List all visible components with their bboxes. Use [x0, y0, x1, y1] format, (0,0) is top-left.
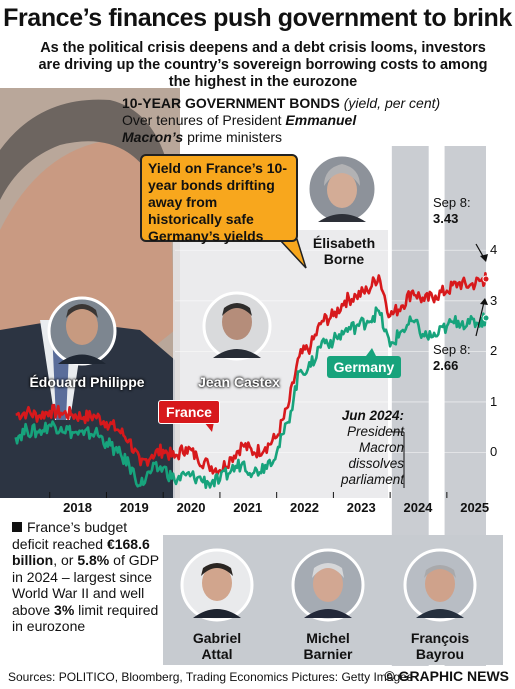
- barnier-last: Barnier: [303, 646, 353, 662]
- y-tick-label-2: 2: [490, 343, 498, 359]
- borne-portrait: [306, 153, 378, 225]
- barnier-portrait: [291, 548, 365, 622]
- bayrou-last: Bayrou: [415, 646, 465, 662]
- sep-germany-arrow: [475, 301, 485, 337]
- philippe-portrait: [47, 296, 117, 366]
- deficit-amount: €168.6 billion: [12, 535, 150, 569]
- page-title: France’s finances push government to bri…: [3, 4, 512, 32]
- deficit-text-4: limit required in eurozone: [12, 601, 159, 635]
- chart-title: 10-YEAR GOVERNMENT BONDS: [122, 95, 340, 111]
- sep-germany-value-wrap: 2.66: [433, 358, 471, 374]
- sep-france-value: 3.43: [433, 211, 459, 226]
- june-2024-text: President Macron dissolves parliament: [340, 424, 404, 487]
- june-2024-title: Jun 2024:: [341, 408, 404, 423]
- y-tick-label-1: 1: [490, 393, 498, 409]
- france-tag-pointer: [204, 422, 214, 432]
- sep-france-label: Sep 8:: [433, 195, 471, 210]
- x-tick-label-2020: 2020: [176, 500, 206, 515]
- chart-subtitle-plain: Over tenures of President: [122, 112, 282, 128]
- x-tick-label-2022: 2022: [290, 500, 319, 515]
- deficit-text-1: France’s budget deficit reached: [12, 519, 128, 552]
- sep-germany-value: 2.66: [433, 358, 459, 373]
- attal-portrait: [180, 548, 254, 622]
- series-lines: [14, 272, 490, 489]
- attal-last: Attal: [201, 646, 233, 662]
- france-series-tag: France: [158, 400, 220, 424]
- deficit-text-2: , or: [53, 552, 74, 568]
- borne-first: Élisabeth: [312, 235, 376, 251]
- sep-france-value-wrap: 3.43: [433, 211, 471, 227]
- sep-germany-label: Sep 8:: [433, 342, 471, 357]
- yield-callout: Yield on France’s 10-year bonds drifting…: [140, 154, 298, 244]
- graphic-news-brand: © GRAPHIC NEWS: [384, 668, 509, 684]
- germany-end-point: [482, 314, 490, 322]
- x-tick-label-2019: 2019: [119, 500, 149, 515]
- castex-portrait: [202, 291, 272, 361]
- chart-subtitle-bold: Emmanuel Macron’s: [122, 112, 357, 145]
- x-tick-label-2018: 2018: [63, 500, 93, 515]
- barnier-name: Michel Barnier: [291, 630, 365, 662]
- barnier-first: Michel: [306, 630, 350, 646]
- germany-series-tag: Germany: [327, 356, 401, 378]
- bayrou-name: François Bayrou: [398, 630, 482, 662]
- borne-name: Élisabeth Borne: [302, 235, 386, 267]
- x-tick-label-2023: 2023: [346, 500, 376, 515]
- germany-yield-line: [14, 306, 487, 489]
- borne-last: Borne: [323, 251, 365, 267]
- axis-ticks: [49, 492, 448, 498]
- sep-france-arrowhead: [480, 254, 488, 262]
- attal-name: Gabriel Attal: [180, 630, 254, 662]
- june-leader-line: [392, 431, 405, 488]
- sep-france-note: Sep 8: 3.43: [433, 195, 471, 227]
- june-2024-note: Jun 2024: President Macron dissolves par…: [322, 408, 404, 488]
- y-tick-label-3: 3: [490, 292, 498, 308]
- bayrou-first: François: [410, 630, 470, 646]
- x-tick-label-2021: 2021: [233, 500, 263, 515]
- bullet-square-icon: [12, 522, 22, 532]
- bayrou-portrait: [403, 548, 477, 622]
- sep-germany-note: Sep 8: 2.66: [433, 342, 471, 374]
- germany-tag-pointer: [366, 348, 376, 356]
- page-subtitle: As the political crisis deepens and a de…: [38, 40, 488, 90]
- budget-deficit-note: France’s budget deficit reached €168.6 b…: [12, 519, 162, 635]
- sep-germany-arrowhead: [480, 298, 488, 305]
- chart-title-note: (yield, per cent): [343, 95, 441, 111]
- chart-subtitle: Over tenures of President Emmanuel Macro…: [122, 112, 402, 146]
- sources-credit: Sources: POLITICO, Bloomberg, Trading Ec…: [8, 670, 413, 684]
- philippe-name: Édouard Philippe: [29, 374, 145, 390]
- y-tick-label-4: 4: [490, 242, 498, 258]
- x-tick-label-2024: 2024: [403, 500, 433, 515]
- france-yield-line: [15, 272, 488, 477]
- y-tick-label-0: 0: [490, 444, 498, 460]
- france-end-point: [482, 275, 490, 283]
- deficit-percent: 5.8%: [77, 552, 110, 568]
- deficit-text-3: of GDP in 2024 – largest since World War…: [12, 552, 159, 618]
- attal-first: Gabriel: [192, 630, 242, 646]
- castex-name: Jean Castex: [198, 374, 280, 390]
- chart-title-block: 10-YEAR GOVERNMENT BONDS (yield, per cen…: [122, 95, 440, 112]
- deficit-limit: 3%: [54, 601, 75, 618]
- x-tick-label-2025: 2025: [460, 500, 490, 515]
- chart-subtitle-tail: prime ministers: [187, 129, 283, 145]
